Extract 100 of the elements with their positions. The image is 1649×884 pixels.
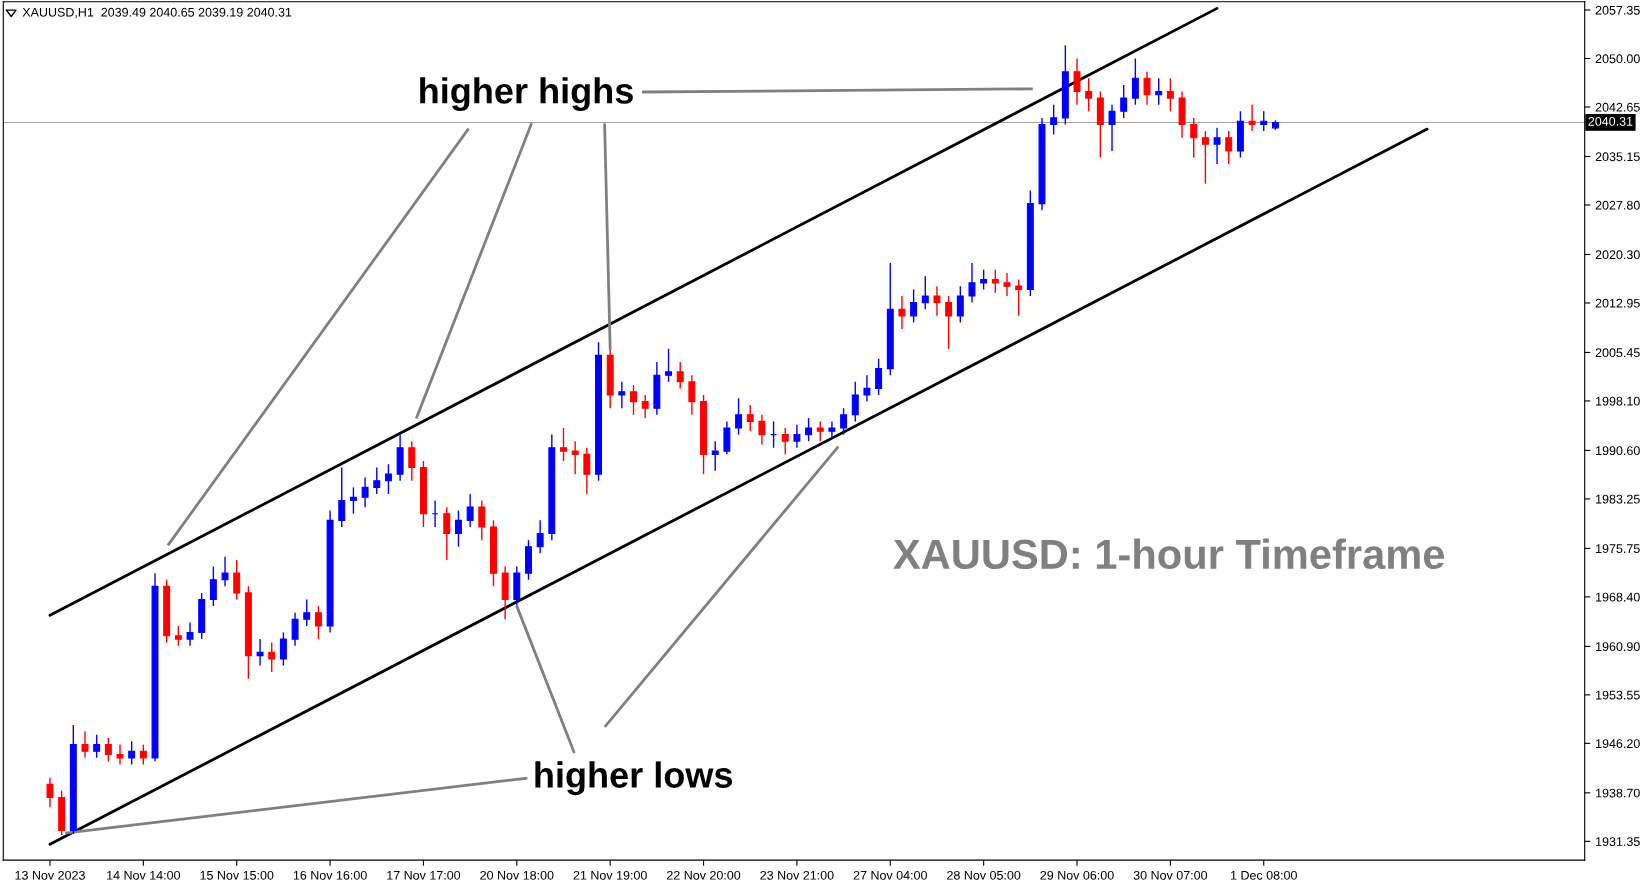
candlestick	[93, 734, 101, 759]
x-tick-label: 29 Nov 06:00	[1040, 870, 1114, 880]
candlestick	[1015, 278, 1023, 317]
y-tick-label: 1990.60	[1596, 446, 1640, 456]
candlestick	[1201, 130, 1209, 185]
x-tick-label: 14 Nov 14:00	[107, 870, 181, 880]
candlestick	[349, 486, 357, 515]
candlestick	[1085, 77, 1093, 112]
y-tick-label: 1931.35	[1596, 837, 1640, 846]
candlestick	[1073, 57, 1081, 106]
ref-line-label: 2040.31	[1588, 116, 1633, 126]
candlestick	[1120, 84, 1128, 119]
candlestick	[1225, 130, 1233, 165]
y-tick-label: 2035.15	[1595, 152, 1640, 162]
x-tick-label: 1 Dec 08:00	[1230, 870, 1297, 880]
text: XAUUSD: 1-hour Timeframe	[893, 538, 1445, 570]
candlestick	[443, 506, 451, 561]
candlestick	[536, 519, 544, 555]
candlestick	[454, 509, 462, 548]
candlestick	[314, 605, 322, 640]
candlestick	[256, 638, 264, 667]
candlestick	[209, 565, 217, 607]
candlestick	[641, 394, 649, 419]
x-tick-label: 27 Nov 04:00	[853, 870, 927, 880]
candlestick	[816, 420, 824, 442]
candlestick	[1108, 103, 1116, 152]
candlestick	[1155, 77, 1163, 106]
candlestick	[711, 440, 719, 472]
candlestick	[81, 730, 89, 759]
y-tick-label: 2027.80	[1595, 200, 1640, 210]
candlestick	[840, 407, 848, 436]
candlestick	[139, 743, 147, 766]
candlestick	[781, 427, 789, 456]
candlestick	[1050, 103, 1058, 136]
candlestick	[630, 384, 637, 416]
candlestick	[805, 417, 813, 442]
y-tick-label: 1983.25	[1596, 494, 1640, 504]
candlestick	[723, 420, 731, 456]
candlestick	[1131, 57, 1139, 106]
candlestick	[956, 285, 964, 324]
candlestick	[303, 598, 311, 627]
candlestick	[735, 397, 743, 436]
candlestick	[898, 295, 906, 330]
x-tick-label: 17 Nov 17:00	[387, 870, 461, 880]
x-tick-label: 23 Nov 21:00	[760, 870, 834, 880]
candlestick	[968, 262, 976, 304]
candlestick	[571, 440, 579, 475]
candlestick	[676, 361, 684, 390]
y-tick-label: 2012.95	[1595, 298, 1640, 308]
candlestick	[361, 476, 369, 508]
candlestick	[408, 440, 416, 482]
y-tick-label: 1968.40	[1596, 592, 1640, 602]
candlestick	[758, 414, 766, 446]
candlestick	[945, 295, 953, 350]
candlestick	[338, 466, 346, 528]
x-tick-label: 30 Nov 07:00	[1133, 870, 1208, 880]
candlestick	[1248, 103, 1256, 132]
candlestick	[618, 381, 626, 409]
candlestick	[910, 288, 918, 324]
candlestick	[384, 463, 392, 495]
candlestick	[863, 374, 871, 403]
y-tick-label: 1975.75	[1596, 544, 1640, 554]
candlestick	[186, 621, 194, 647]
candlestick	[268, 641, 276, 673]
x-tick-label: 22 Nov 20:00	[667, 870, 741, 880]
y-tick-label: 1938.70	[1596, 788, 1640, 798]
candlestick	[466, 493, 474, 528]
candlestick	[1166, 77, 1174, 112]
y-tick-label: 2020.30	[1595, 250, 1640, 260]
candlestick	[851, 381, 859, 423]
candlestick	[174, 625, 182, 647]
candlestick	[279, 631, 287, 667]
y-tick-label: 1998.10	[1596, 396, 1640, 406]
candlestick	[688, 374, 696, 416]
candlestick	[1143, 71, 1151, 106]
candlestick	[1213, 127, 1221, 165]
y-tick-label: 2050.00	[1595, 54, 1640, 64]
annotation: higher highs	[420, 77, 633, 112]
candlestick	[793, 423, 801, 449]
y-tick-label: 1960.90	[1596, 642, 1640, 652]
candlestick	[583, 447, 591, 495]
candlestick	[1003, 272, 1011, 297]
candlestick	[233, 559, 241, 601]
candlestick	[746, 404, 754, 432]
candlestick	[828, 420, 836, 439]
x-tick-label: 15 Nov 15:00	[200, 870, 274, 880]
y-tick-label: 2005.45	[1595, 348, 1640, 358]
candlestick	[291, 612, 299, 647]
x-tick-label: 28 Nov 05:00	[947, 870, 1021, 880]
candlestick	[221, 555, 229, 588]
candlestick	[104, 737, 112, 762]
candlestick	[1190, 117, 1198, 159]
candlestick	[128, 740, 136, 766]
candlestick	[46, 776, 54, 809]
candlestick	[373, 466, 381, 495]
candlestick	[478, 499, 486, 541]
candlestick	[933, 285, 941, 317]
x-tick-label: 16 Nov 16:00	[293, 870, 367, 880]
annotation: higher lows	[535, 761, 733, 796]
candlestick	[991, 268, 999, 294]
